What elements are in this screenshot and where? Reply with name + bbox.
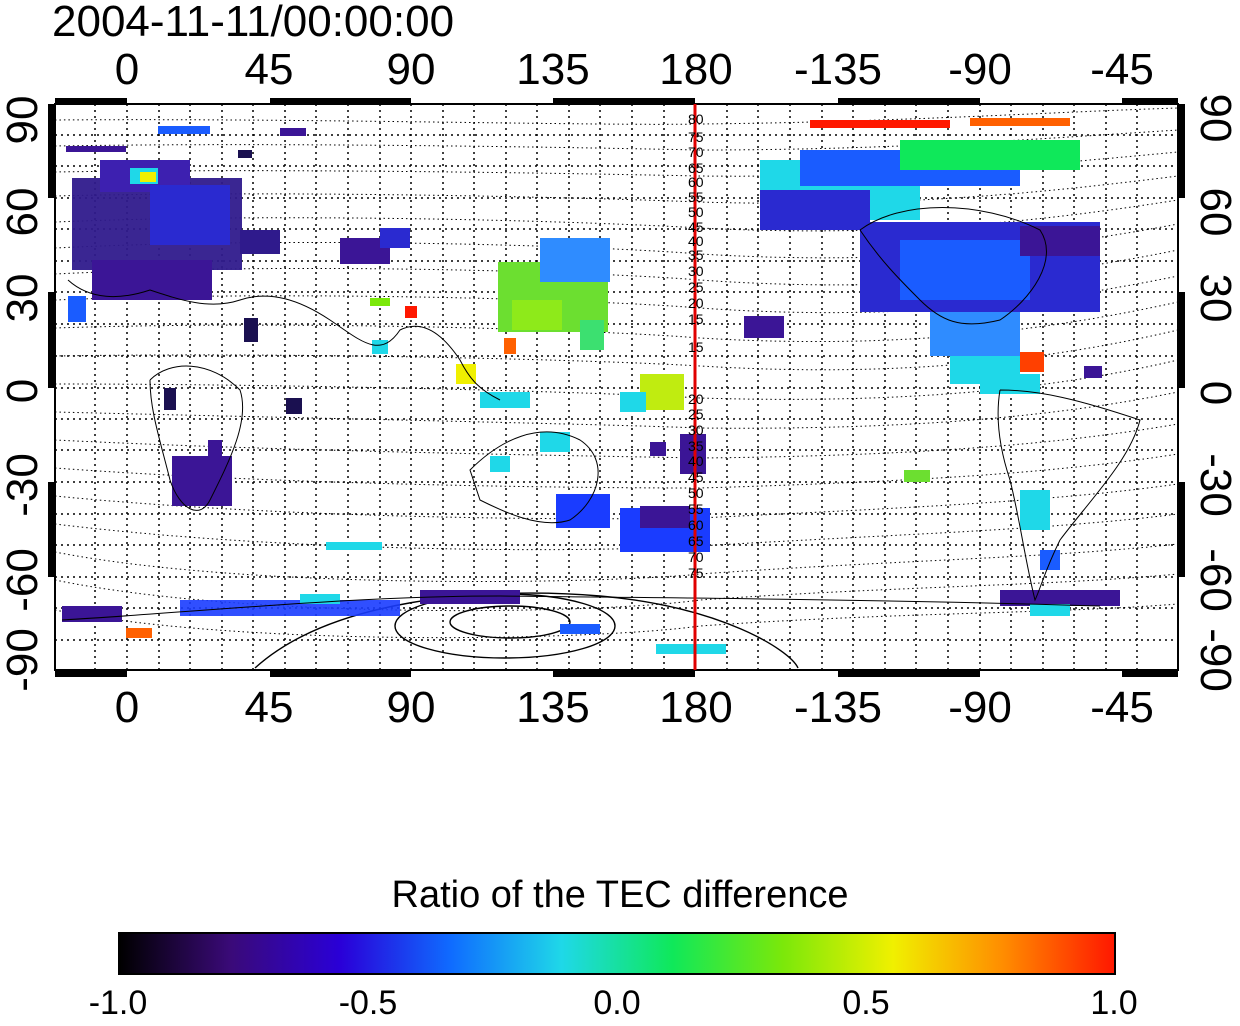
colorbar-tick: -0.5	[338, 984, 398, 1022]
lon-tick: -45	[1090, 683, 1154, 732]
lon-tick: -45	[1090, 45, 1154, 94]
meridian-label: 50	[688, 204, 704, 220]
lon-tick: 0	[114, 683, 140, 732]
colorbar-tick: 0.5	[842, 984, 890, 1022]
lon-tick: 135	[516, 45, 590, 94]
lon-tick: 0	[114, 45, 140, 94]
lon-tick: -90	[948, 45, 1012, 94]
lon-tick: 90	[386, 683, 436, 732]
lon-tick: 135	[516, 683, 590, 732]
meridian-label: 40	[688, 233, 704, 249]
meridian-label: 60	[688, 517, 704, 533]
meridian-label: 30	[688, 422, 704, 438]
meridian-label: 70	[688, 549, 704, 565]
meridian-label: 65	[688, 160, 704, 176]
meridian-label: 20	[688, 391, 704, 407]
axis-bars	[48, 98, 1185, 677]
meridian-label: 55	[688, 501, 704, 517]
meridian-label: 80	[688, 111, 704, 127]
lon-tick: 45	[244, 45, 294, 94]
tec-data-patches	[62, 118, 1120, 654]
meridian-label: 45	[688, 219, 704, 235]
meridian-label: 30	[688, 263, 704, 279]
meridian-label: 40	[688, 453, 704, 469]
colorbar-tick: -1.0	[88, 984, 148, 1022]
meridian-label: 70	[688, 144, 704, 160]
timestamp-title: 2004-11-11/00:00:00	[52, 0, 455, 46]
meridian-label: 15	[688, 311, 704, 327]
lon-tick: -135	[793, 683, 883, 732]
meridian-labels: 8075706560555045403530252015152025303540…	[688, 111, 704, 581]
lon-tick: 90	[386, 45, 436, 94]
meridian-label: 75	[688, 129, 704, 145]
meridian-label: 15	[688, 339, 704, 355]
meridian-label: 25	[688, 279, 704, 295]
meridian-label: 25	[688, 406, 704, 422]
tec-world-map: 8075706560555045403530252015152025303540…	[48, 98, 1185, 677]
colorbar-ticks: -1.0 -0.5 0.0 0.5 1.0	[0, 986, 1240, 1026]
longitude-axis-top: 0 45 90 135 180 -135 -90 -45	[0, 46, 1240, 96]
meridian-label: 75	[688, 565, 704, 581]
lon-tick: 45	[244, 683, 294, 732]
colorbar-gradient	[118, 932, 1116, 975]
longitude-axis-bottom: 0 45 90 135 180 -135 -90 -45	[0, 678, 1240, 738]
lon-tick: -135	[793, 45, 883, 94]
meridian-label: 65	[688, 533, 704, 549]
meridian-label: 20	[688, 295, 704, 311]
meridian-label: 35	[688, 438, 704, 454]
meridian-label: 45	[688, 469, 704, 485]
meridian-label: 60	[688, 174, 704, 190]
meridian-label: 55	[688, 189, 704, 205]
lon-tick: 180	[659, 683, 733, 732]
lon-tick: -90	[948, 683, 1012, 732]
colorbar-tick: 0.0	[593, 984, 641, 1022]
lon-tick: 180	[659, 45, 733, 94]
colorbar-title: Ratio of the TEC difference	[391, 874, 849, 916]
meridian-label: 50	[688, 485, 704, 501]
colorbar-tick: 1.0	[1090, 984, 1138, 1022]
coastlines	[61, 207, 1141, 621]
meridian-label: 35	[688, 247, 704, 263]
